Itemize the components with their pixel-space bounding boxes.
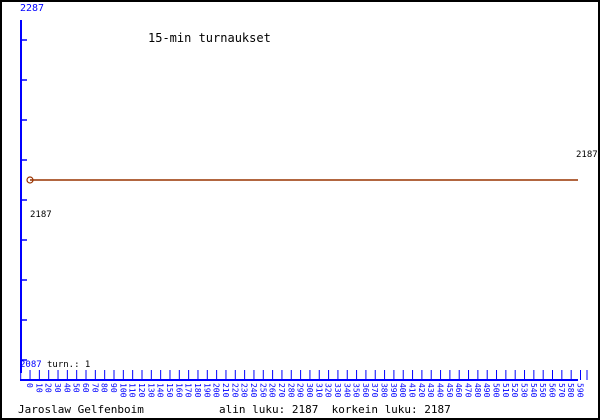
x-tick-label: 430	[426, 383, 435, 398]
x-tick-label: 180	[193, 383, 202, 398]
x-tick-label: 400	[398, 383, 407, 398]
y-axis-top-label: 2287	[20, 3, 44, 14]
x-tick-label: 420	[417, 383, 426, 398]
x-tick-label: 510	[501, 383, 510, 398]
x-tick-label: 550	[538, 383, 547, 398]
x-tick-label: 580	[566, 383, 575, 398]
x-tick-label: 590	[576, 383, 585, 398]
x-tick-label: 230	[240, 383, 249, 398]
x-tick-label: 370	[370, 383, 379, 398]
x-tick-label: 210	[221, 383, 230, 398]
x-tick-label: 70	[90, 383, 99, 393]
x-tick-label: 480	[473, 383, 482, 398]
x-tick-label: 220	[230, 383, 239, 398]
x-tick-label: 330	[333, 383, 342, 398]
x-tick-label: 290	[296, 383, 305, 398]
x-tick-label: 440	[436, 383, 445, 398]
turn-count-label: turn.: 1	[47, 360, 90, 370]
rating-stats: alin luku: 2187 korkein luku: 2187	[219, 403, 451, 416]
x-tick-label: 540	[529, 383, 538, 398]
x-tick-label: 110	[128, 383, 137, 398]
end-value-label: 2187	[576, 150, 598, 160]
x-tick-label: 80	[100, 383, 109, 393]
x-tick-label: 60	[81, 383, 90, 393]
x-tick-label: 100	[118, 383, 127, 398]
x-tick-label: 570	[557, 383, 566, 398]
start-point	[26, 176, 34, 184]
y-axis-bottom-label: 2087	[20, 360, 42, 370]
x-tick-label: 170	[184, 383, 193, 398]
x-tick-label: 260	[268, 383, 277, 398]
x-tick-label: 30	[53, 383, 62, 393]
x-tick-label: 270	[277, 383, 286, 398]
x-tick-label: 310	[314, 383, 323, 398]
x-tick-label: 470	[464, 383, 473, 398]
x-tick-label: 20	[44, 383, 53, 393]
x-tick-label: 460	[454, 383, 463, 398]
x-tick-label: 160	[174, 383, 183, 398]
player-name: Jaroslaw Gelfenboim	[18, 403, 144, 416]
x-tick-label: 200	[212, 383, 221, 398]
x-tick-label: 140	[156, 383, 165, 398]
x-tick-label: 120	[137, 383, 146, 398]
x-tick-label: 500	[492, 383, 501, 398]
x-tick-label: 340	[342, 383, 351, 398]
x-tick-label: 530	[520, 383, 529, 398]
x-tick-label: 350	[352, 383, 361, 398]
x-tick-label: 50	[72, 383, 81, 393]
x-tick-label: 380	[380, 383, 389, 398]
x-tick-label: 10	[34, 383, 43, 393]
x-tick-label: 520	[510, 383, 519, 398]
x-tick-label: 490	[482, 383, 491, 398]
x-tick-label: 40	[62, 383, 71, 393]
x-tick-label: 90	[109, 383, 118, 393]
x-tick-label: 240	[249, 383, 258, 398]
start-value-label: 2187	[30, 210, 52, 220]
x-tick-label: 300	[305, 383, 314, 398]
x-tick-label: 250	[258, 383, 267, 398]
x-tick-label: 150	[165, 383, 174, 398]
x-tick-label: 390	[389, 383, 398, 398]
x-tick-label: 190	[202, 383, 211, 398]
x-tick-label: 560	[548, 383, 557, 398]
x-tick-label: 130	[146, 383, 155, 398]
x-tick-label: 0	[25, 383, 34, 388]
chart-title: 15-min turnaukset	[148, 31, 271, 45]
x-tick-label: 450	[445, 383, 454, 398]
x-tick-label: 360	[361, 383, 370, 398]
x-tick-label: 320	[324, 383, 333, 398]
x-tick-label: 280	[286, 383, 295, 398]
x-tick-label: 410	[408, 383, 417, 398]
